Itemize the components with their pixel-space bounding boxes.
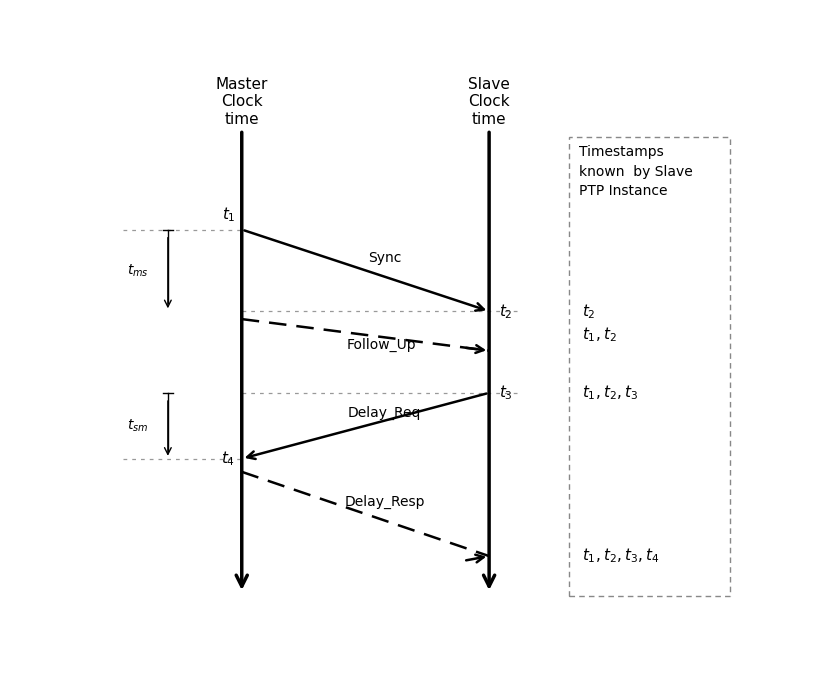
Text: Master
Clock
time: Master Clock time	[215, 77, 267, 127]
Text: $t_1, t_2, t_3, t_4$: $t_1, t_2, t_3, t_4$	[581, 547, 659, 566]
Text: $t_2$: $t_2$	[498, 302, 512, 321]
Text: Sync: Sync	[368, 251, 401, 265]
Text: $t_2$: $t_2$	[581, 302, 595, 321]
Text: $t_{ms}$: $t_{ms}$	[127, 262, 148, 278]
Text: Delay_Req: Delay_Req	[348, 406, 421, 421]
Text: $t_3$: $t_3$	[498, 384, 512, 402]
Text: $t_1, t_2$: $t_1, t_2$	[581, 326, 616, 344]
Text: Slave
Clock
time: Slave Clock time	[468, 77, 509, 127]
Text: $t_1, t_2, t_3$: $t_1, t_2, t_3$	[581, 384, 638, 402]
Text: $t_4$: $t_4$	[221, 449, 235, 468]
Text: $t_1$: $t_1$	[221, 206, 235, 224]
Bar	[569, 137, 729, 596]
Text: Delay_Resp: Delay_Resp	[344, 495, 425, 509]
Text: Timestamps
known  by Slave
PTP Instance: Timestamps known by Slave PTP Instance	[578, 145, 692, 198]
Text: $t_{sm}$: $t_{sm}$	[128, 417, 148, 434]
Text: Follow_Up: Follow_Up	[346, 337, 416, 352]
